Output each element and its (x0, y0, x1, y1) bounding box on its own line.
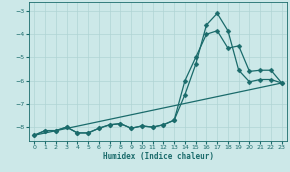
X-axis label: Humidex (Indice chaleur): Humidex (Indice chaleur) (103, 152, 213, 161)
